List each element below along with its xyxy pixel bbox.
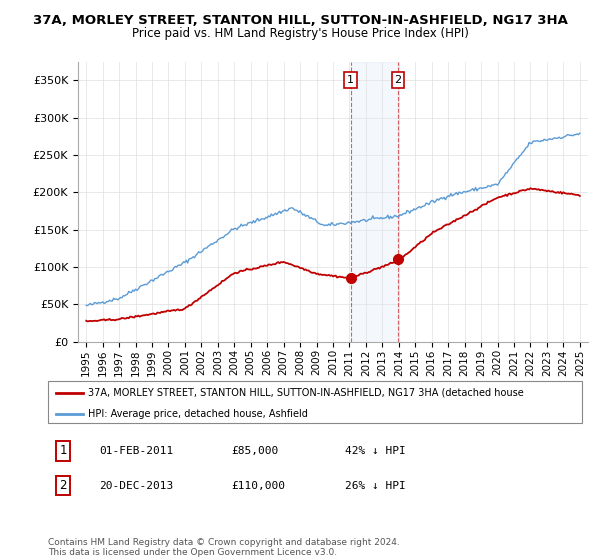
Text: 37A, MORLEY STREET, STANTON HILL, SUTTON-IN-ASHFIELD, NG17 3HA (detached house: 37A, MORLEY STREET, STANTON HILL, SUTTON… (88, 388, 524, 398)
Bar (351, 62, 398, 342)
Text: 20-DEC-2013: 20-DEC-2013 (99, 480, 173, 491)
Text: 37A, MORLEY STREET, STANTON HILL, SUTTON-IN-ASHFIELD, NG17 3HA: 37A, MORLEY STREET, STANTON HILL, SUTTON… (32, 14, 568, 27)
Text: £85,000: £85,000 (231, 446, 278, 456)
Text: Contains HM Land Registry data © Crown copyright and database right 2024.
This d: Contains HM Land Registry data © Crown c… (48, 538, 400, 557)
Text: 1: 1 (59, 444, 67, 458)
Text: 26% ↓ HPI: 26% ↓ HPI (345, 480, 406, 491)
Text: 42% ↓ HPI: 42% ↓ HPI (345, 446, 406, 456)
Text: Price paid vs. HM Land Registry's House Price Index (HPI): Price paid vs. HM Land Registry's House … (131, 27, 469, 40)
Text: 1: 1 (347, 75, 354, 85)
Text: HPI: Average price, detached house, Ashfield: HPI: Average price, detached house, Ashf… (88, 409, 308, 418)
Text: £110,000: £110,000 (231, 480, 285, 491)
Text: 01-FEB-2011: 01-FEB-2011 (99, 446, 173, 456)
Text: 2: 2 (395, 75, 402, 85)
Text: 2: 2 (59, 479, 67, 492)
